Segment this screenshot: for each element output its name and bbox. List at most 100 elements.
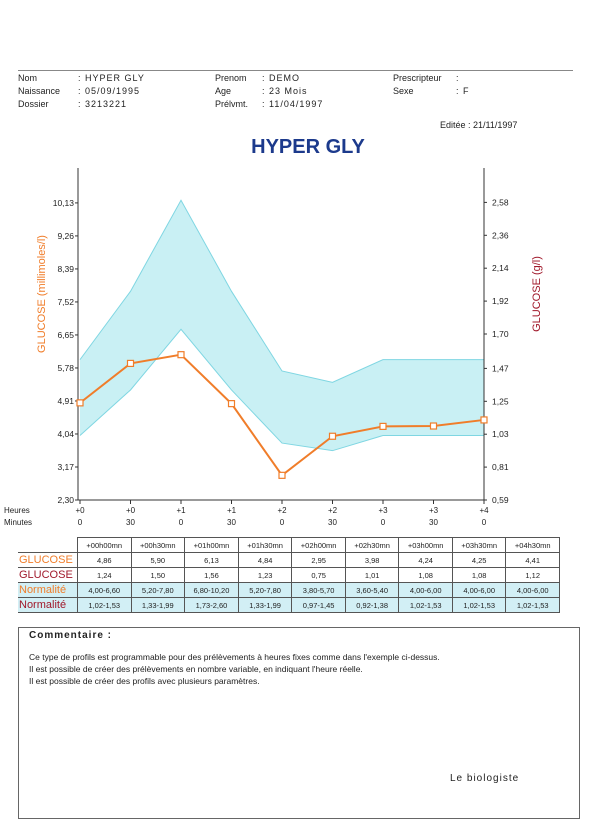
y2-tick-label: 0,59 bbox=[492, 495, 509, 505]
y2-tick-label: 2,14 bbox=[492, 263, 509, 273]
point-marker bbox=[278, 471, 286, 479]
comment-line: Il est possible de créer des prélèvement… bbox=[29, 664, 363, 674]
x-minutes-label: 30 bbox=[429, 518, 438, 527]
y2-tick-label: 1,25 bbox=[492, 396, 509, 406]
y-tick-label: 8,39 bbox=[57, 264, 74, 274]
column-header: +01h00mn bbox=[184, 537, 239, 553]
x-tick-label: +3 bbox=[378, 506, 388, 515]
normal-band bbox=[80, 200, 484, 451]
table-cell: 1,56 bbox=[184, 567, 239, 583]
column-header: +02h00mn bbox=[291, 537, 346, 553]
row-label: Normalité bbox=[18, 582, 78, 598]
x-minutes-label: 30 bbox=[227, 518, 236, 527]
y2-tick-label: 2,58 bbox=[492, 197, 509, 207]
y2-tick-label: 0,81 bbox=[492, 462, 509, 472]
table-cell: 4,00-6,00 bbox=[505, 582, 560, 598]
y-tick-label: 5,78 bbox=[57, 363, 74, 373]
table-row: Normalité 1,02-1,53 1,33-1,99 1,73-2,60 1,33… bbox=[18, 597, 560, 613]
x-tick-label: +2 bbox=[328, 506, 338, 515]
field-label: Naissance bbox=[18, 86, 61, 96]
field-label: Sexe bbox=[393, 86, 414, 96]
field-value: : 3213221 bbox=[78, 99, 128, 109]
table-cell: 1,01 bbox=[344, 567, 400, 583]
column-header: +00h00mn bbox=[77, 537, 132, 553]
y-tick-label: 6,65 bbox=[57, 330, 74, 340]
field-label: Prescripteur bbox=[393, 73, 442, 83]
table-cell: 1,12 bbox=[505, 567, 560, 583]
table-row: GLUCOSE 4,86 5,90 6,13 4,84 2,95 3,98 4,24 4,25 4… bbox=[18, 552, 560, 568]
comment-line: Ce type de profils est programmable pour… bbox=[29, 652, 440, 662]
table-cell: 5,20-7,80 bbox=[130, 582, 186, 598]
table-cell: 4,41 bbox=[505, 552, 560, 568]
field-value: : 23 Mois bbox=[262, 86, 308, 96]
y2-axis-label: GLUCOSE (g/l) bbox=[531, 256, 543, 332]
band-edge bbox=[79, 328, 484, 452]
comment-line: Il est possible de créer des profils ave… bbox=[29, 676, 260, 686]
table-header-row: +00h00mn +00h30mn +01h00mn +01h30mn +02h00mn… bbox=[18, 537, 560, 553]
table-cell: 6,80-10,20 bbox=[184, 582, 239, 598]
table-cell: 1,02-1,53 bbox=[77, 597, 132, 613]
row-label: GLUCOSE bbox=[18, 552, 78, 568]
field-value: : HYPER GLY bbox=[78, 73, 145, 83]
table-cell: 1,33-1,99 bbox=[237, 597, 293, 613]
field-value: : 11/04/1997 bbox=[262, 99, 324, 109]
table-cell: 4,00-6,60 bbox=[77, 582, 132, 598]
field-label: Prenom bbox=[215, 73, 247, 83]
rule bbox=[18, 70, 573, 71]
signature: Le biologiste bbox=[450, 773, 520, 784]
table-cell: 1,24 bbox=[77, 567, 132, 583]
field-label: Dossier bbox=[18, 99, 49, 109]
column-header: +03h30mn bbox=[451, 537, 507, 553]
table-cell: 1,50 bbox=[130, 567, 186, 583]
field-value: : bbox=[456, 73, 460, 83]
point-marker bbox=[177, 351, 185, 359]
x-minutes-label: 30 bbox=[126, 518, 135, 527]
row-label: GLUCOSE bbox=[18, 567, 78, 583]
field-value: : F bbox=[456, 86, 470, 96]
field-value: : 05/09/1995 bbox=[78, 86, 141, 96]
table-cell: 0,75 bbox=[291, 567, 346, 583]
x-tick-label: +0 bbox=[126, 506, 136, 515]
table-cell: 6,13 bbox=[184, 552, 239, 568]
x-minutes-label: 0 bbox=[78, 518, 83, 527]
point-marker bbox=[126, 359, 135, 368]
x-tick-label: +1 bbox=[176, 506, 186, 515]
table-cell: 4,84 bbox=[237, 552, 293, 568]
table-cell: 4,25 bbox=[451, 552, 507, 568]
table-cell: 4,00-6,00 bbox=[451, 582, 507, 598]
point-marker bbox=[480, 416, 488, 424]
column-header: +02h30mn bbox=[344, 537, 400, 553]
field-label: Prélvmt. bbox=[215, 99, 249, 109]
x-tick-label: +2 bbox=[277, 506, 287, 515]
y2-tick-label: 1,70 bbox=[492, 329, 509, 339]
y2-tick-label: 1,03 bbox=[492, 429, 509, 439]
point-marker bbox=[76, 399, 84, 407]
x-tick-label: +4 bbox=[479, 506, 489, 515]
corner-cell bbox=[18, 537, 78, 553]
table-cell: 1,23 bbox=[237, 567, 293, 583]
table-cell: 4,86 bbox=[77, 552, 132, 568]
chart: HYPER GLY 2,30 3,17 4,04 4,91 5,78 6,65 7,52 8,… bbox=[4, 136, 543, 527]
table-row: Normalité 4,00-6,60 5,20-7,80 6,80-10,20 5,2… bbox=[18, 582, 560, 598]
point-marker bbox=[379, 422, 387, 430]
y-tick-label: 9,26 bbox=[57, 231, 74, 241]
y-tick-label: 4,91 bbox=[57, 396, 74, 406]
x-minutes-label: 30 bbox=[328, 518, 337, 527]
table-cell: 1,02-1,53 bbox=[505, 597, 560, 613]
table-cell: 5,20-7,80 bbox=[237, 582, 293, 598]
point-marker bbox=[227, 400, 236, 408]
x-row-label: Heures bbox=[4, 506, 30, 515]
x-tick-label: +0 bbox=[75, 506, 85, 515]
x-tick-label: +3 bbox=[429, 506, 439, 515]
field-label: Age bbox=[215, 86, 232, 96]
table-cell: 1,02-1,53 bbox=[398, 597, 453, 613]
table-cell: 4,24 bbox=[398, 552, 453, 568]
table-cell: 1,08 bbox=[398, 567, 453, 583]
x-tick-label: +1 bbox=[227, 506, 237, 515]
x-minutes-label: 0 bbox=[381, 518, 386, 527]
y-tick-label: 3,17 bbox=[57, 462, 74, 472]
chart-title: HYPER GLY bbox=[251, 136, 365, 158]
field-label: Nom bbox=[18, 73, 38, 83]
x-row-label: Minutes bbox=[4, 518, 32, 527]
row-label: Normalité bbox=[18, 597, 78, 613]
